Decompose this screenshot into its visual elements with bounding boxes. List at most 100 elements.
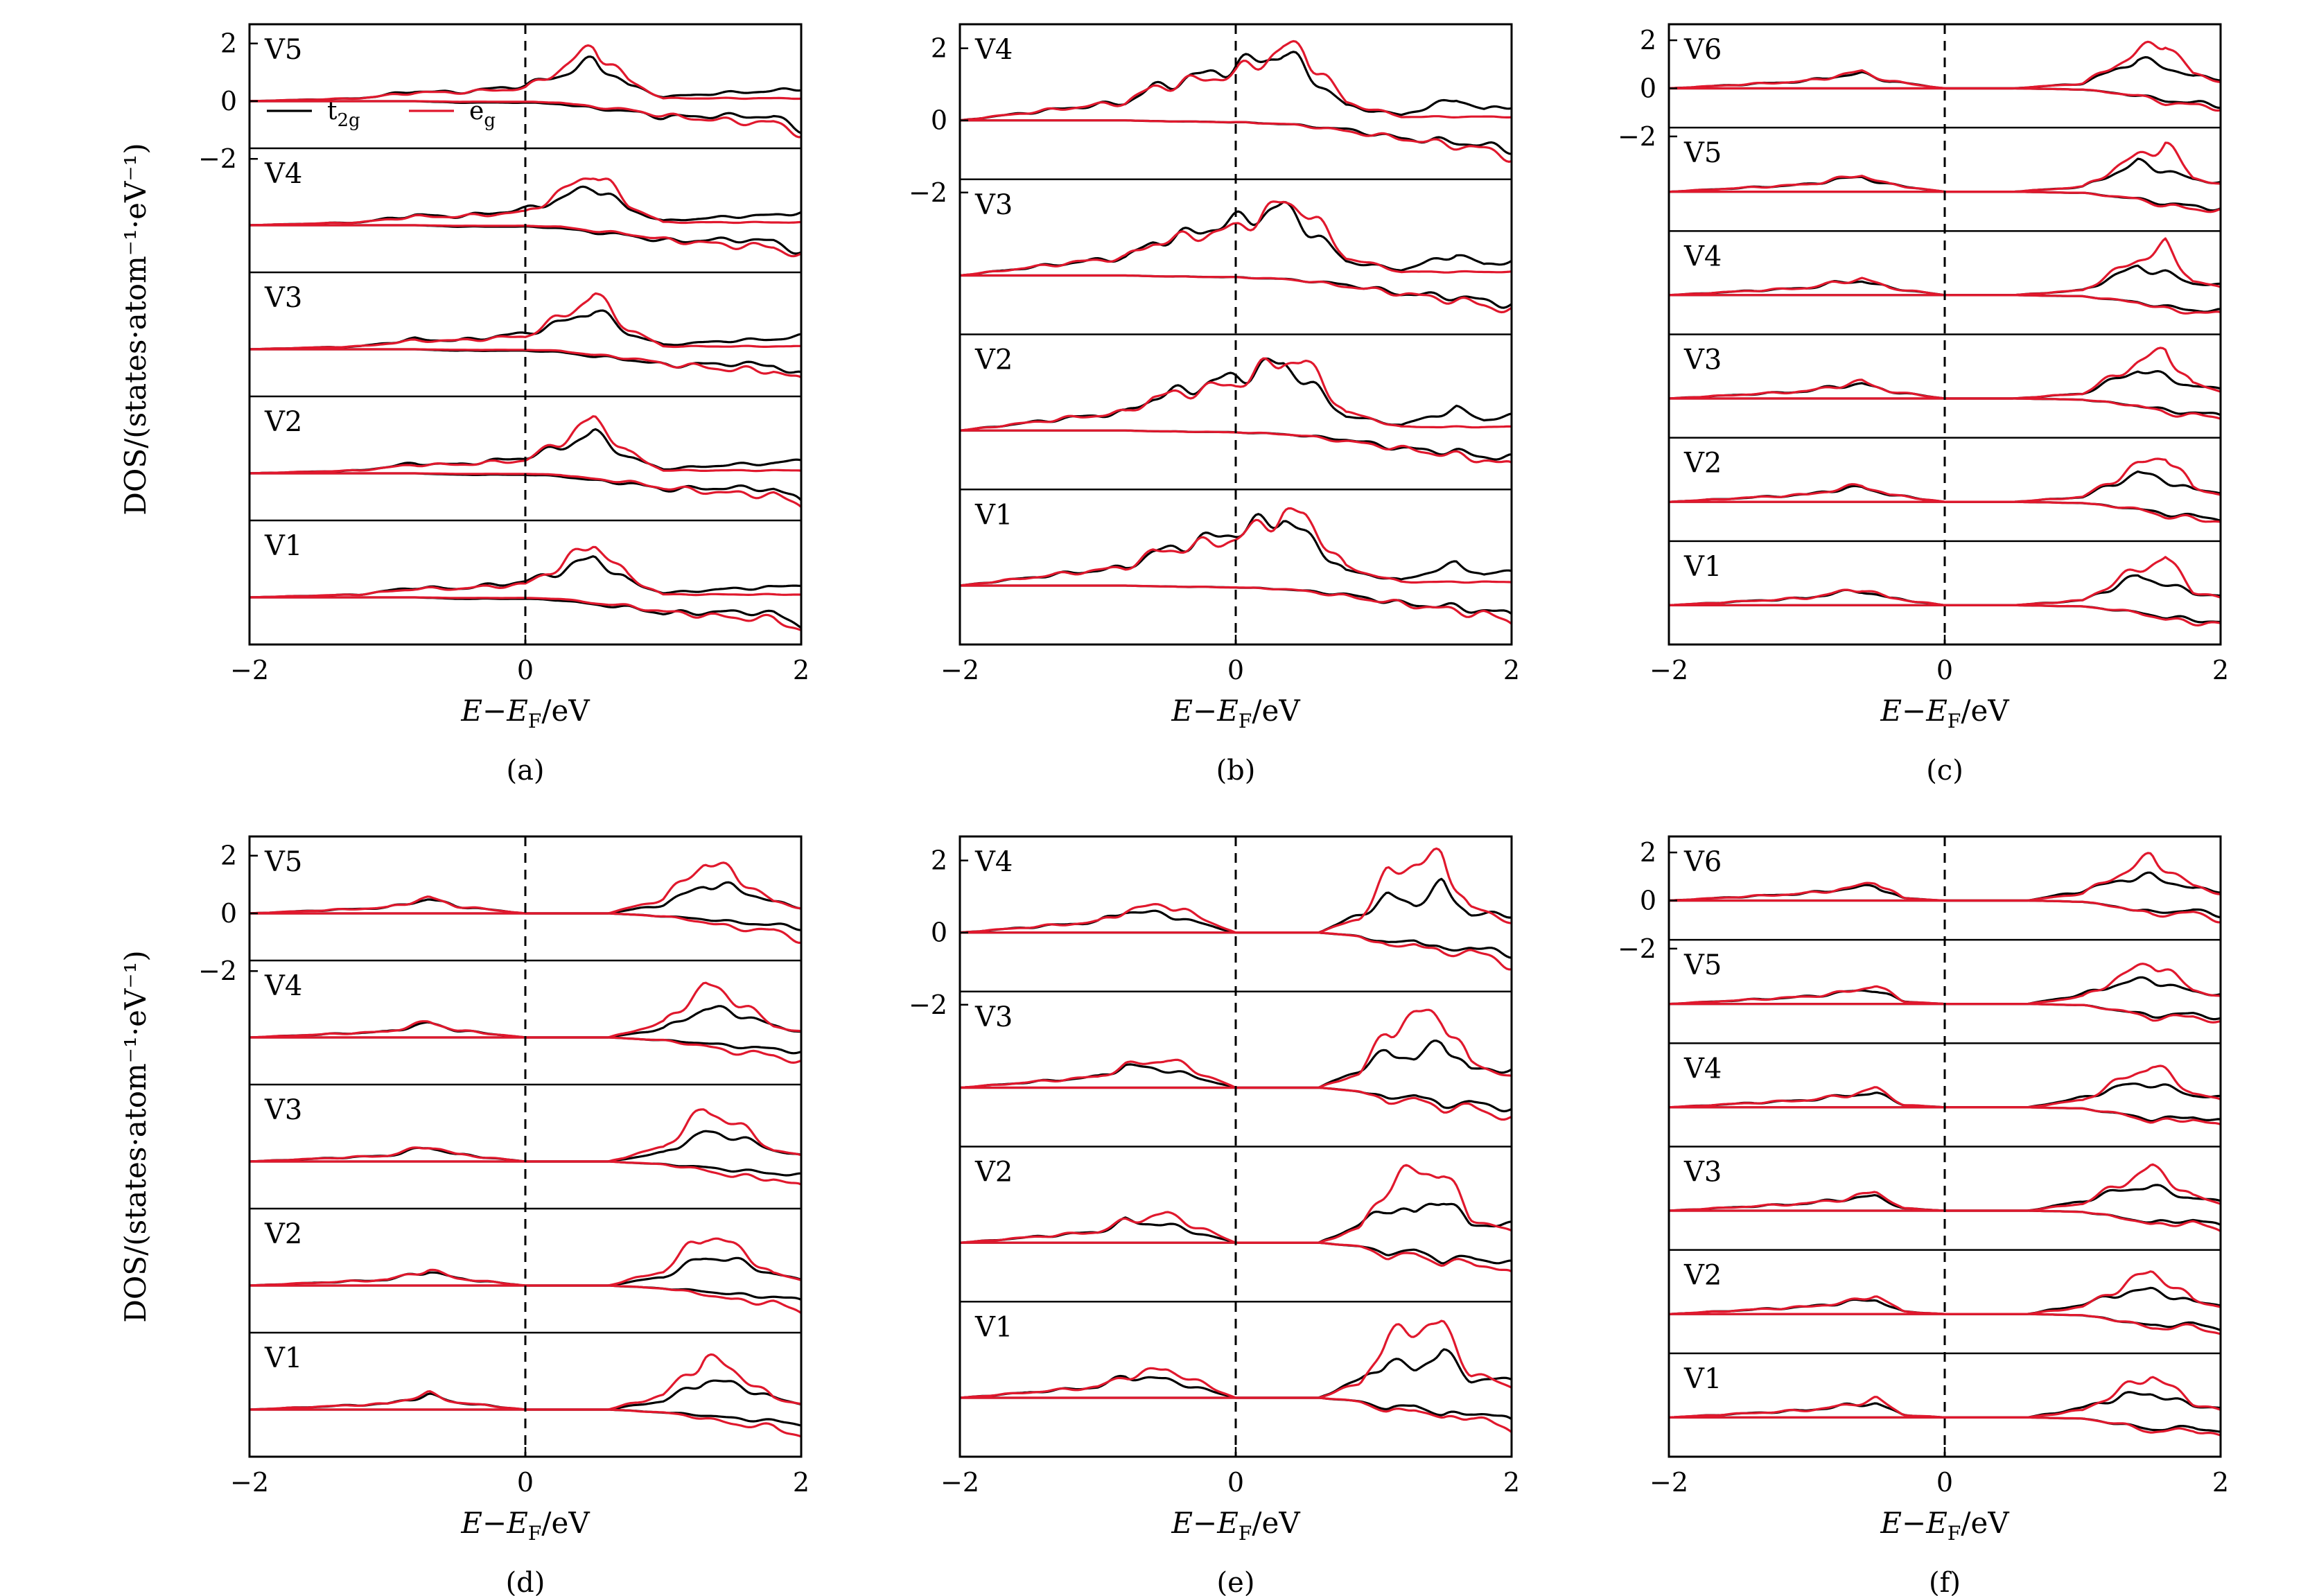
atom-label-v6: V6 [1683, 34, 1722, 66]
atom-label-v2: V2 [1683, 1260, 1722, 1292]
x-axis-label: E−EF/eV [1880, 694, 2009, 733]
atom-label-v1: V1 [1683, 551, 1722, 583]
panel-caption: (f) [1929, 1567, 1961, 1596]
dos-eg-v6-lower [1669, 899, 2221, 924]
dos-eg-v1-lower [960, 1396, 1512, 1433]
y-tick-label: −2 [909, 990, 947, 1020]
atom-label-v1: V1 [264, 1342, 302, 1374]
dos-eg-v5-upper [250, 44, 801, 103]
x-tick-label: 2 [793, 1467, 810, 1498]
dos-eg-v4-lower [960, 931, 1512, 971]
panel-b: V4 V3 V2 V1 −2 0 2 2 0 −2 E−EF/eV (b) [909, 23, 1520, 787]
panel-caption: (b) [1216, 755, 1256, 787]
x-axis-label: E−EF/eV [1171, 1506, 1300, 1545]
curves [960, 847, 1512, 1433]
x-tick-label: 0 [517, 655, 534, 685]
atom-label-v4: V4 [974, 846, 1013, 878]
atom-label-v3: V3 [264, 1094, 302, 1126]
curves [250, 861, 801, 1438]
panel-caption: (d) [506, 1567, 545, 1596]
panel-c: V6 V5 V4 V3 V2 V1 −2 0 2 2 0 −2 E−EF/eV (c) [1618, 23, 2229, 787]
panel-caption: (e) [1217, 1567, 1255, 1596]
y-tick-label: −2 [198, 143, 237, 174]
legend-eg-label: eg [469, 97, 496, 131]
dos-eg-v4-upper [960, 40, 1512, 122]
dos-eg-v2-upper [960, 357, 1512, 432]
y-axis-label-bottom: DOS/(states·atom⁻¹·eV⁻¹) [119, 950, 152, 1323]
atom-label-v5: V5 [1683, 137, 1722, 169]
panel-e: V4 V3 V2 V1 −2 0 2 2 0 −2 E−EF/eV (e) [909, 835, 1520, 1596]
atom-label-v4: V4 [264, 158, 302, 190]
atom-label-v1: V1 [974, 1311, 1013, 1343]
dos-eg-v3-upper [250, 292, 801, 351]
y-tick-label: 0 [220, 898, 237, 929]
x-tick-label: 2 [793, 655, 810, 685]
y-tick-label: −2 [1618, 933, 1656, 964]
x-tick-label: −2 [1649, 1467, 1688, 1498]
atom-label-v3: V3 [974, 1001, 1013, 1033]
legend: t2g eg [267, 97, 496, 131]
atom-label-v5: V5 [1683, 949, 1722, 981]
atom-label-v2: V2 [264, 406, 302, 438]
x-tick-label: 0 [517, 1467, 534, 1498]
x-tick-label: 0 [1227, 1467, 1244, 1498]
dos-eg-v2-lower [1669, 1313, 2221, 1335]
y-axis-label-top: DOS/(states·atom⁻¹·eV⁻¹) [119, 143, 152, 516]
x-tick-label: −2 [940, 655, 979, 685]
atom-label-v4: V4 [974, 34, 1013, 66]
panel-f: V6 V5 V4 V3 V2 V1 −2 0 2 2 0 −2 E−EF/eV (f) [1618, 835, 2229, 1596]
atom-label-v1: V1 [1683, 1363, 1722, 1395]
atom-label-v2: V2 [974, 1157, 1013, 1189]
x-tick-label: −2 [1649, 655, 1688, 685]
dos-eg-v1-upper [250, 1353, 801, 1411]
panel-caption: (c) [1926, 755, 1963, 787]
y-tick-label: 0 [220, 86, 237, 116]
legend-t2g-label: t2g [327, 97, 360, 131]
y-axis-labels: DOS/(states·atom⁻¹·eV⁻¹) DOS/(states·ato… [119, 143, 152, 1323]
dos-eg-v6-lower [1669, 87, 2221, 112]
atom-label-v3: V3 [1683, 1157, 1722, 1189]
dos-eg-v4-lower [960, 119, 1512, 163]
y-tick-label: 2 [220, 841, 237, 871]
x-tick-label: 2 [1503, 1467, 1520, 1498]
dos-eg-v5-lower [250, 912, 801, 944]
atom-label-v3: V3 [264, 282, 302, 314]
plot-frame [248, 835, 803, 1458]
atom-label-v1: V1 [974, 499, 1013, 531]
atom-label-v2: V2 [264, 1218, 302, 1250]
y-tick-label: −2 [909, 177, 947, 208]
panel-d: V5 V4 V3 V2 V1 −2 0 2 2 0 −2 E−EF/eV (d) [198, 835, 810, 1596]
y-tick-label: 2 [931, 33, 947, 64]
y-tick-label: −2 [198, 956, 237, 986]
panel-a: V5 V4 V3 V2 V1 −2 0 2 2 0 −2 E−EF/eV (a) [198, 23, 810, 787]
atom-label-v3: V3 [1683, 344, 1722, 376]
y-tick-label: 2 [220, 28, 237, 59]
y-tick-label: 0 [1640, 73, 1656, 103]
x-tick-label: 2 [2212, 1467, 2229, 1498]
y-tick-label: 0 [1640, 885, 1656, 915]
x-axis-label: E−EF/eV [460, 694, 590, 733]
panel-caption: (a) [506, 755, 544, 787]
x-tick-label: 2 [1503, 655, 1520, 685]
dos-eg-v5-lower [250, 100, 801, 139]
atom-label-v5: V5 [264, 846, 302, 878]
curves [1669, 852, 2221, 1437]
dos-t2g-v2-upper [250, 428, 801, 475]
y-tick-label: 0 [931, 918, 947, 948]
dos-eg-v3-upper [960, 200, 1512, 277]
y-tick-label: 0 [931, 105, 947, 136]
atom-label-v5: V5 [264, 34, 302, 66]
x-axis-label: E−EF/eV [1880, 1506, 2009, 1545]
panels: V5 V4 V3 V2 V1 −2 0 2 2 0 −2 E−EF/eV (a) V4 V3 V2 V1 −2 0 2… [198, 23, 2229, 1596]
atom-label-v6: V6 [1683, 846, 1722, 878]
dos-eg-v4-upper [250, 177, 801, 227]
dos-eg-v1-lower [1669, 604, 2221, 626]
x-tick-label: −2 [230, 1467, 269, 1498]
atom-label-v4: V4 [1683, 240, 1722, 272]
dos-eg-v2-lower [1669, 500, 2221, 523]
dos-eg-v1-upper [250, 545, 801, 599]
x-tick-label: −2 [940, 1467, 979, 1498]
atom-label-v1: V1 [264, 530, 302, 562]
x-tick-label: 0 [1936, 655, 1953, 685]
dos-eg-v1-lower [1669, 1416, 2221, 1437]
